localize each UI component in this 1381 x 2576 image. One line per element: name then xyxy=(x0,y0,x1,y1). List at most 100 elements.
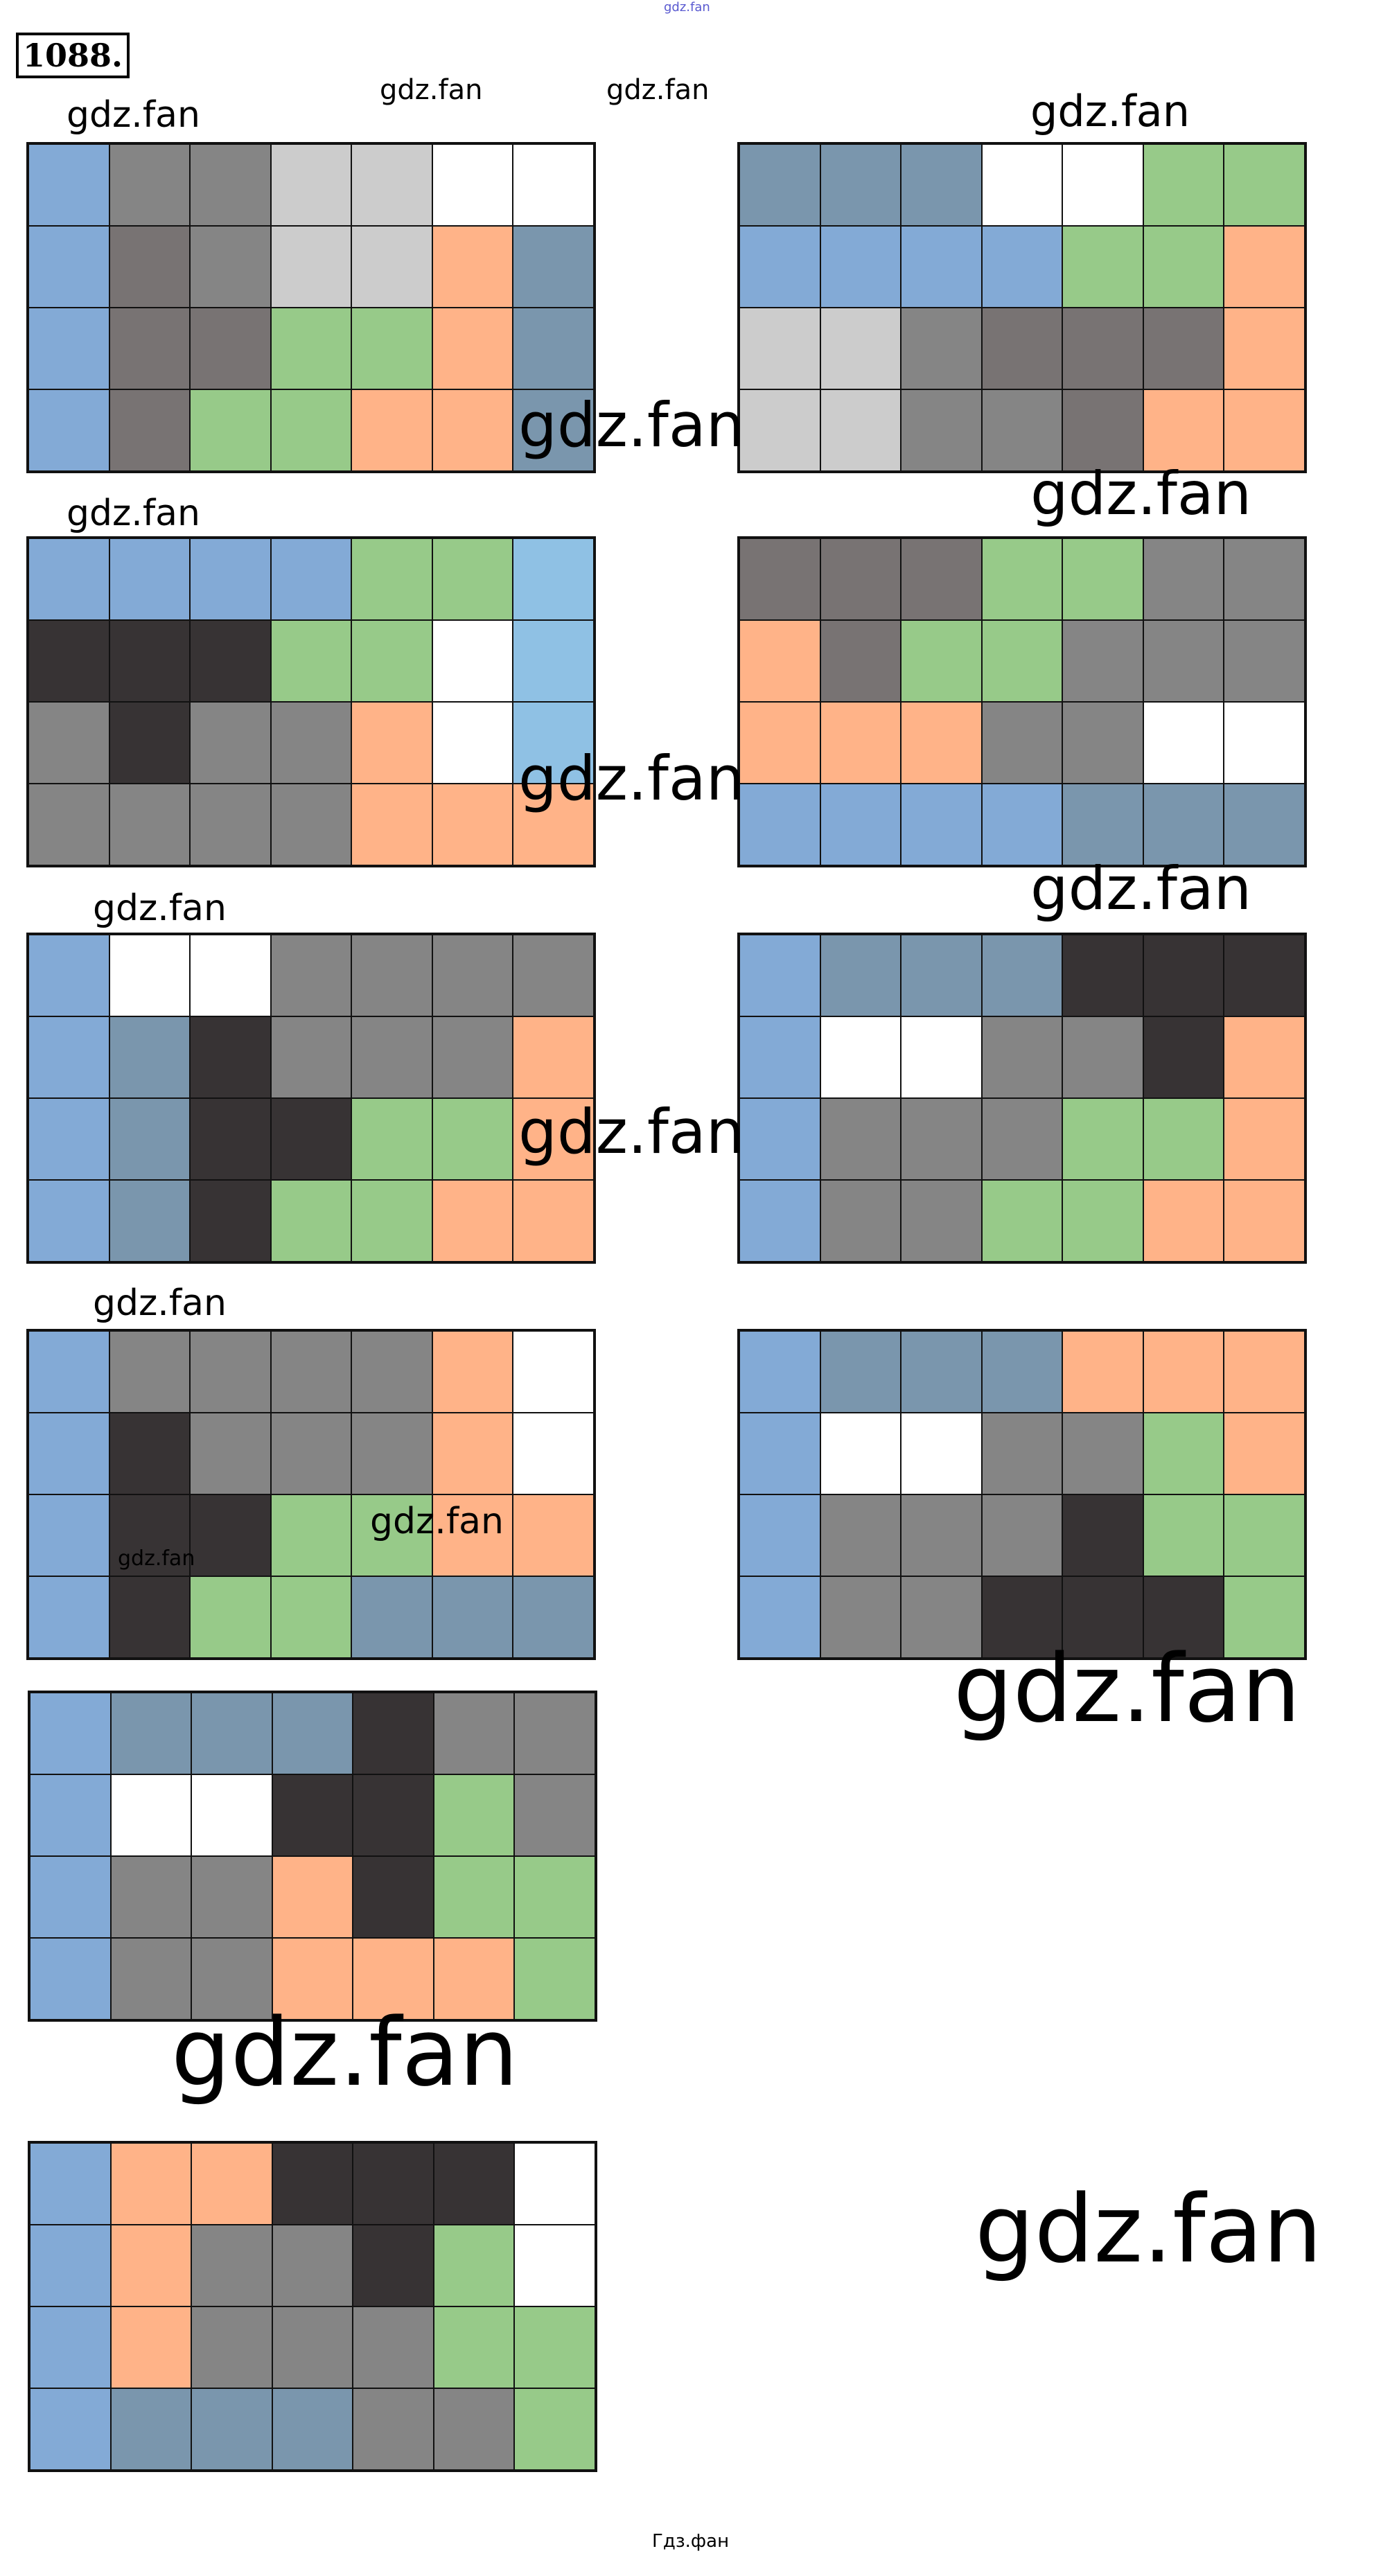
grid-cell xyxy=(109,1576,191,1658)
grid-cell xyxy=(1224,538,1305,620)
grid-cell xyxy=(351,308,432,389)
grid-cell xyxy=(901,935,982,1016)
grid-cell xyxy=(981,702,1063,784)
grid-cell xyxy=(270,1331,352,1413)
grid-cell xyxy=(739,1331,820,1413)
grid-cell xyxy=(1062,1180,1143,1262)
grid-cell xyxy=(432,702,513,784)
grid-cell xyxy=(1224,389,1305,471)
grid-cell xyxy=(1143,1331,1224,1413)
grid-cell xyxy=(1143,1576,1224,1658)
grid-cell xyxy=(190,389,271,471)
grid-cell xyxy=(513,144,594,226)
grid-cell xyxy=(981,1576,1063,1658)
grid-cell xyxy=(270,389,352,471)
grid-cell xyxy=(353,1938,434,2020)
grid-cell xyxy=(981,620,1063,702)
grid-cell xyxy=(432,784,513,865)
watermark-text: gdz.fan xyxy=(67,94,200,136)
grid-cell xyxy=(432,1494,513,1576)
grid-cell xyxy=(901,784,982,865)
watermark-text: gdz.fan xyxy=(93,888,227,929)
grid-cell xyxy=(110,2225,192,2306)
grid-cell xyxy=(1224,1413,1305,1494)
grid-cell xyxy=(513,1098,594,1180)
grid-cell xyxy=(270,784,352,865)
grid-cell xyxy=(30,1693,111,1774)
grid-cell xyxy=(30,2143,111,2225)
grid-cell xyxy=(513,538,594,620)
grid-cell xyxy=(109,1180,191,1262)
color-grid-1 xyxy=(26,142,596,473)
color-grid-2 xyxy=(737,142,1307,473)
grid-cell xyxy=(28,308,109,389)
grid-cell xyxy=(109,1331,191,1413)
grid-cell xyxy=(513,226,594,308)
grid-cell xyxy=(432,389,513,471)
grid-cell xyxy=(110,2306,192,2388)
grid-cell xyxy=(513,389,594,471)
watermark-text: gdz.fan xyxy=(518,389,745,461)
grid-cell xyxy=(739,1494,820,1576)
grid-cell xyxy=(190,1413,271,1494)
grid-cell xyxy=(901,1180,982,1262)
grid-cell xyxy=(109,1098,191,1180)
grid-cell xyxy=(513,308,594,389)
grid-cell xyxy=(190,226,271,308)
grid-cell xyxy=(1224,1576,1305,1658)
grid-cell xyxy=(28,1180,109,1262)
grid-cell xyxy=(110,1938,192,2020)
grid-cell xyxy=(432,620,513,702)
grid-cell xyxy=(513,784,594,865)
grid-cell xyxy=(513,1180,594,1262)
grid-cell xyxy=(109,389,191,471)
grid-cell xyxy=(1143,1180,1224,1262)
grid-cell xyxy=(820,144,901,226)
grid-cell xyxy=(270,1016,352,1098)
grid-cell xyxy=(1062,1098,1143,1180)
grid-cell xyxy=(820,935,901,1016)
grid-cell xyxy=(981,308,1063,389)
grid-cell xyxy=(190,620,271,702)
grid-cell xyxy=(28,144,109,226)
grid-cell xyxy=(432,1331,513,1413)
watermark-text: gdz.fan xyxy=(1030,86,1190,136)
grid-cell xyxy=(513,1494,594,1576)
grid-cell xyxy=(1062,1413,1143,1494)
grid-cell xyxy=(190,935,271,1016)
grid-cell xyxy=(270,702,352,784)
grid-cell xyxy=(1224,784,1305,865)
grid-cell xyxy=(981,1413,1063,1494)
grid-cell xyxy=(351,1180,432,1262)
watermark-text: gdz.fan xyxy=(93,1282,227,1324)
grid-cell xyxy=(1062,389,1143,471)
grid-cell xyxy=(1143,389,1224,471)
grid-cell xyxy=(432,1180,513,1262)
grid-cell xyxy=(981,1331,1063,1413)
watermark-text: gdz.fan xyxy=(1030,854,1252,924)
grid-cell xyxy=(190,1098,271,1180)
grid-cell xyxy=(28,1494,109,1576)
grid-cell xyxy=(514,1856,595,1938)
grid-cell xyxy=(190,1180,271,1262)
grid-cell xyxy=(739,620,820,702)
grid-cell xyxy=(351,620,432,702)
grid-cell xyxy=(110,1856,192,1938)
grid-cell xyxy=(514,2388,595,2470)
grid-cell xyxy=(351,935,432,1016)
grid-cell xyxy=(820,702,901,784)
grid-cell xyxy=(433,1774,515,1856)
grid-cell xyxy=(109,784,191,865)
watermark-text: gdz.fan xyxy=(380,74,483,106)
grid-cell xyxy=(191,2388,272,2470)
grid-cell xyxy=(353,2143,434,2225)
grid-cell xyxy=(272,1856,353,1938)
grid-cell xyxy=(110,1693,192,1774)
grid-cell xyxy=(270,144,352,226)
grid-cell xyxy=(191,2225,272,2306)
grid-cell xyxy=(270,308,352,389)
grid-cell xyxy=(739,538,820,620)
grid-cell xyxy=(981,784,1063,865)
grid-cell xyxy=(272,2143,353,2225)
grid-cell xyxy=(272,1938,353,2020)
